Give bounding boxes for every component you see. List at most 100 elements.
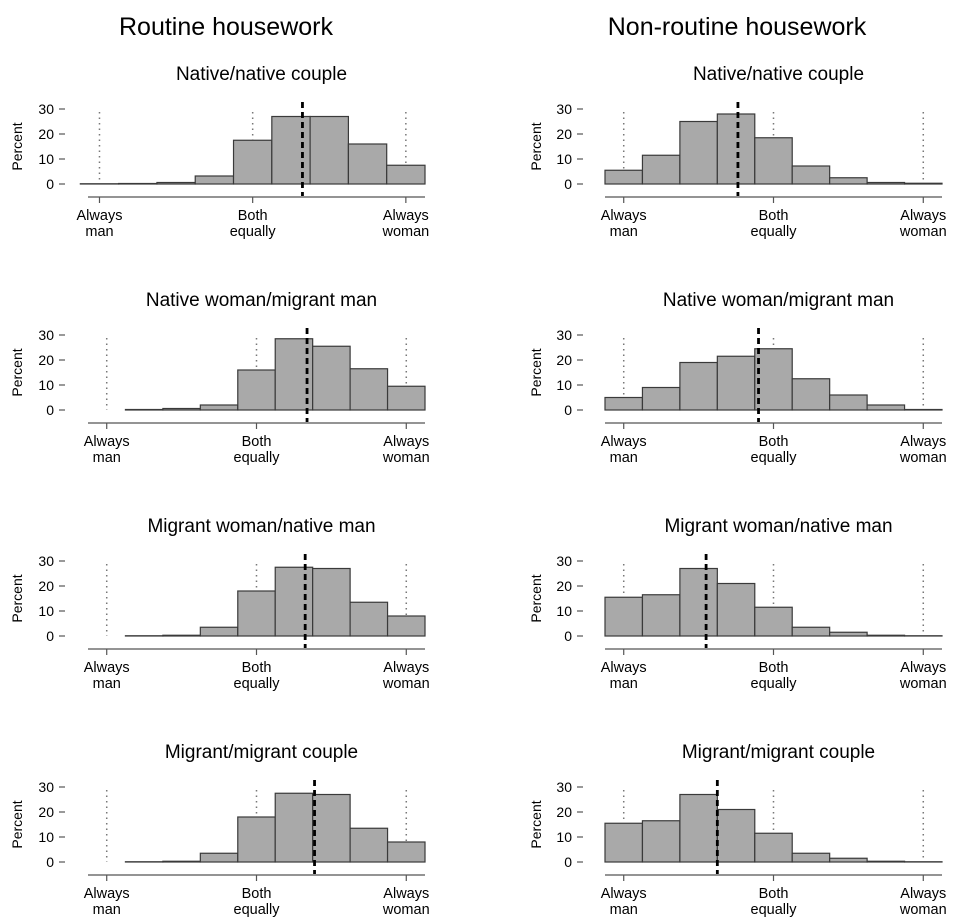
x-tick-label: man <box>610 224 638 240</box>
histogram-bar <box>386 841 426 863</box>
histogram-bar <box>679 793 718 863</box>
y-tick-label: 20 <box>556 578 572 594</box>
histogram-bar <box>162 634 201 637</box>
y-tick-label: 30 <box>38 327 54 343</box>
panel-4: Native woman/migrant man Percent 0 10 20 30 Al… <box>528 290 947 466</box>
x-tick-label: equally <box>234 450 281 466</box>
histogram-bar <box>118 182 158 185</box>
panel-title: Native woman/migrant man <box>146 290 377 311</box>
y-tick-label: 30 <box>38 553 54 569</box>
histogram-bar <box>312 793 351 863</box>
x-tick-label: Always <box>900 660 946 676</box>
panels: Native/native couple Percent 0 10 20 30 Always… <box>9 64 947 918</box>
y-axis-label: Percent <box>528 800 544 848</box>
histogram-bar <box>162 860 201 863</box>
y-tick-label: 0 <box>564 628 572 644</box>
histogram-bar <box>274 792 314 863</box>
x-tick-label: Both <box>242 660 272 676</box>
panel-title: Native/native couple <box>176 64 347 85</box>
x-tick-label: man <box>93 902 121 918</box>
y-tick-label: 0 <box>46 854 54 870</box>
x-tick-label: woman <box>899 902 947 918</box>
histogram-bar <box>866 404 906 411</box>
y-tick-label: 20 <box>556 804 572 820</box>
histogram-bar <box>274 566 314 637</box>
x-tick-label: man <box>610 450 638 466</box>
histogram-bar <box>349 368 389 411</box>
y-tick-label: 20 <box>38 126 54 142</box>
histogram-bar <box>604 596 644 637</box>
x-tick-label: equally <box>751 224 798 240</box>
histogram-bar <box>791 626 831 637</box>
x-tick-label: Always <box>77 208 123 224</box>
histogram-bar <box>349 827 389 863</box>
histogram-bar <box>124 408 164 411</box>
y-tick-label: 0 <box>46 628 54 644</box>
histogram-bar <box>791 165 831 185</box>
y-axis-label: Percent <box>9 800 25 848</box>
x-tick-label: woman <box>382 902 430 918</box>
histogram-bar <box>641 820 681 863</box>
y-tick-label: 0 <box>564 176 572 192</box>
histogram-bar <box>162 407 201 411</box>
x-tick-label: woman <box>382 676 430 692</box>
x-tick-label: Always <box>601 660 647 676</box>
histogram-bar <box>791 852 831 863</box>
y-axis-label: Percent <box>528 122 544 170</box>
histogram-bar <box>386 164 426 185</box>
x-tick-label: equally <box>751 902 798 918</box>
x-tick-label: Always <box>84 660 130 676</box>
x-tick-label: man <box>610 676 638 692</box>
x-tick-label: Both <box>242 434 272 450</box>
x-tick-label: equally <box>234 676 281 692</box>
x-tick-label: Always <box>900 434 946 450</box>
histogram-bar <box>312 345 351 411</box>
panel-1: Native/native couple Percent 0 10 20 30 Always… <box>9 64 429 240</box>
y-axis-label: Percent <box>528 574 544 622</box>
y-tick-label: 30 <box>556 553 572 569</box>
histogram-bar <box>604 169 644 185</box>
histogram-bar <box>386 385 426 411</box>
panel-title: Native woman/migrant man <box>663 290 894 311</box>
histogram-bar <box>791 378 831 411</box>
histogram-bar <box>199 852 239 863</box>
x-tick-label: man <box>85 224 113 240</box>
x-tick-label: Always <box>601 886 647 902</box>
histogram-bar <box>829 857 868 863</box>
x-tick-label: Always <box>383 434 429 450</box>
y-tick-label: 30 <box>556 101 572 117</box>
y-tick-label: 10 <box>556 829 572 845</box>
x-tick-label: woman <box>899 450 947 466</box>
y-tick-label: 10 <box>38 603 54 619</box>
histogram-bar <box>199 404 239 411</box>
x-tick-label: woman <box>899 224 947 240</box>
histogram-bar <box>194 175 235 185</box>
x-tick-label: man <box>93 450 121 466</box>
panel-3: Native woman/migrant man Percent 0 10 20 30 Al… <box>9 290 430 466</box>
histogram-bar <box>156 181 196 185</box>
y-tick-label: 20 <box>38 352 54 368</box>
x-tick-label: Both <box>759 886 789 902</box>
x-tick-label: Always <box>900 886 946 902</box>
histogram-bar <box>829 177 868 185</box>
x-tick-label: Always <box>601 434 647 450</box>
histogram-bar <box>237 590 276 637</box>
histogram-bar <box>232 139 273 185</box>
histogram-bar <box>312 567 351 637</box>
x-tick-label: woman <box>381 224 429 240</box>
x-tick-label: Always <box>601 208 647 224</box>
y-tick-label: 30 <box>38 779 54 795</box>
x-tick-label: Always <box>383 660 429 676</box>
y-axis-label: Percent <box>9 122 25 170</box>
y-tick-label: 10 <box>556 603 572 619</box>
histogram-bar <box>866 181 906 185</box>
x-tick-label: man <box>610 902 638 918</box>
y-tick-label: 10 <box>38 151 54 167</box>
y-tick-label: 10 <box>556 377 572 393</box>
x-tick-label: Always <box>84 434 130 450</box>
y-tick-label: 10 <box>556 151 572 167</box>
y-tick-label: 10 <box>38 377 54 393</box>
panel-2: Native/native couple Percent 0 10 20 30 Always… <box>528 64 947 240</box>
histogram-bar <box>347 143 388 185</box>
